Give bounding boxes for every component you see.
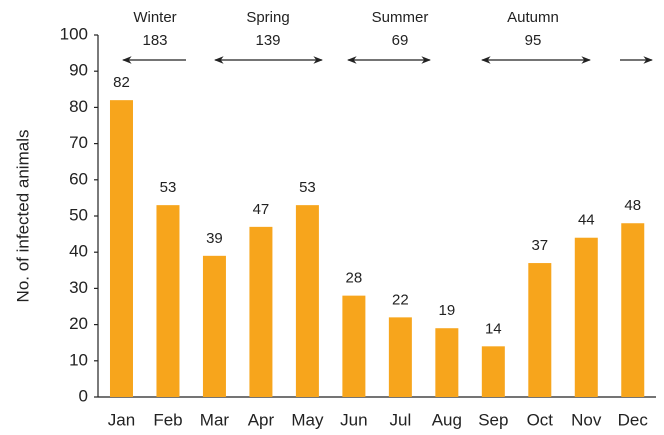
y-tick-label: 0 bbox=[79, 386, 88, 405]
x-tick-label: Mar bbox=[200, 410, 230, 429]
season-name: Winter bbox=[133, 9, 176, 26]
value-label: 47 bbox=[253, 201, 270, 218]
value-label: 44 bbox=[578, 212, 595, 229]
bar bbox=[528, 263, 552, 397]
bar bbox=[202, 255, 226, 397]
season-total: 183 bbox=[142, 32, 167, 49]
y-tick-label: 40 bbox=[69, 242, 88, 261]
y-tick-label: 100 bbox=[60, 24, 88, 43]
x-tick-label: Aug bbox=[432, 410, 462, 429]
value-label: 82 bbox=[113, 74, 130, 91]
x-tick-label: Oct bbox=[527, 410, 554, 429]
x-tick-label: Dec bbox=[618, 410, 649, 429]
season-name: Autumn bbox=[507, 9, 559, 26]
value-label: 28 bbox=[346, 270, 363, 287]
season-total: 69 bbox=[392, 32, 409, 49]
y-tick-label: 30 bbox=[69, 278, 88, 297]
x-tick-label: Feb bbox=[153, 410, 182, 429]
x-tick-label: Nov bbox=[571, 410, 602, 429]
y-tick-label: 80 bbox=[69, 97, 88, 116]
value-label: 48 bbox=[624, 197, 641, 214]
value-label: 14 bbox=[485, 320, 502, 337]
value-label: 53 bbox=[160, 179, 177, 196]
bar bbox=[574, 237, 598, 397]
y-tick-label: 20 bbox=[69, 314, 88, 333]
season-name: Summer bbox=[372, 9, 429, 26]
x-tick-label: Jun bbox=[340, 410, 367, 429]
x-tick-label: Jul bbox=[389, 410, 411, 429]
bar bbox=[109, 100, 133, 397]
bar bbox=[481, 346, 505, 397]
value-label: 53 bbox=[299, 179, 316, 196]
bar bbox=[156, 205, 180, 397]
bar bbox=[342, 295, 366, 397]
y-tick-label: 70 bbox=[69, 133, 88, 152]
y-axis-label: No. of infected animals bbox=[13, 130, 32, 303]
bar bbox=[621, 223, 645, 397]
x-tick-label: May bbox=[291, 410, 324, 429]
x-tick-label: Sep bbox=[478, 410, 508, 429]
bar bbox=[295, 205, 319, 397]
y-tick-label: 10 bbox=[69, 350, 88, 369]
bar bbox=[388, 317, 412, 397]
x-tick-label: Jan bbox=[108, 410, 135, 429]
season-total: 95 bbox=[525, 32, 542, 49]
value-label: 19 bbox=[439, 302, 456, 319]
bar bbox=[249, 226, 273, 397]
y-tick-label: 60 bbox=[69, 169, 88, 188]
value-label: 37 bbox=[531, 237, 548, 254]
y-tick-label: 90 bbox=[69, 61, 88, 80]
x-tick-label: Apr bbox=[248, 410, 275, 429]
season-name: Spring bbox=[246, 9, 289, 26]
y-tick-label: 50 bbox=[69, 205, 88, 224]
value-label: 39 bbox=[206, 230, 223, 247]
value-label: 22 bbox=[392, 291, 409, 308]
season-total: 139 bbox=[255, 32, 280, 49]
bar bbox=[435, 328, 459, 397]
